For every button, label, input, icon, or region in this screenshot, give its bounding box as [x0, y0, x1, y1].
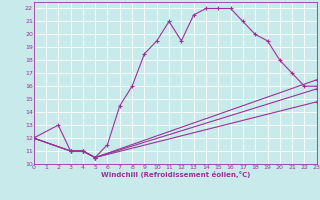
X-axis label: Windchill (Refroidissement éolien,°C): Windchill (Refroidissement éolien,°C): [100, 171, 250, 178]
